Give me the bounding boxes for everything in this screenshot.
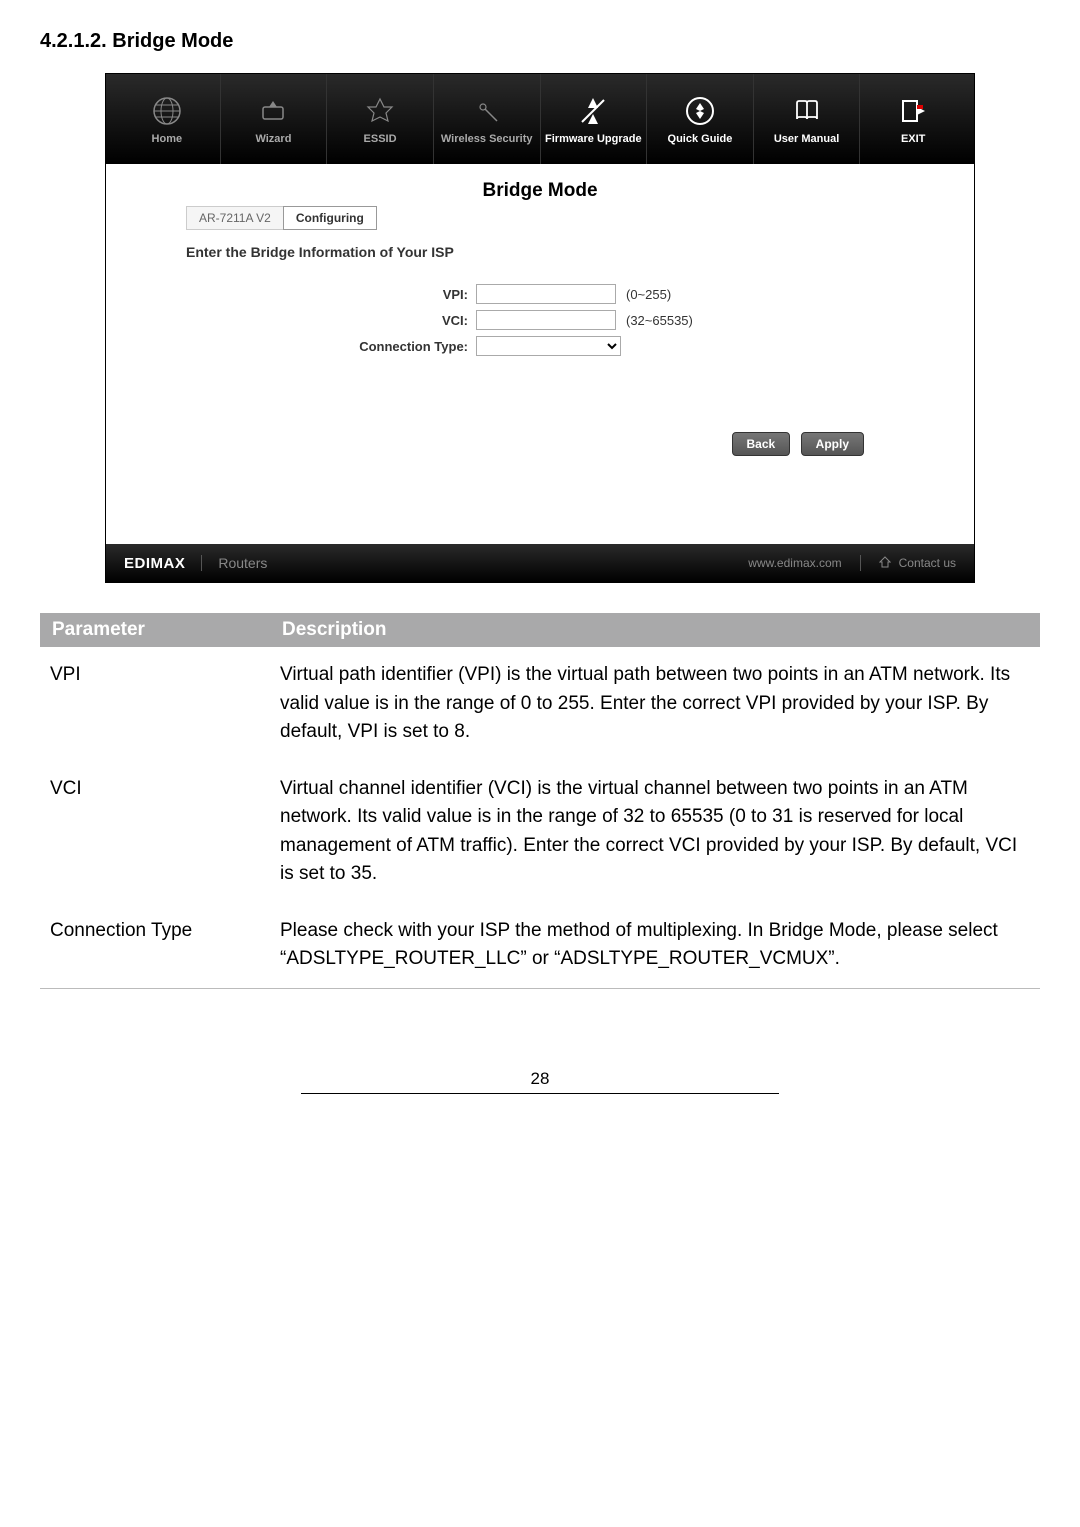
table-row: VPI Virtual path identifier (VPI) is the… bbox=[40, 647, 1040, 761]
back-button[interactable]: Back bbox=[732, 432, 791, 456]
nav-label: Quick Guide bbox=[668, 133, 733, 145]
parameter-table: Parameter Description VPI Virtual path i… bbox=[40, 613, 1040, 989]
table-header-row: Parameter Description bbox=[40, 613, 1040, 647]
nav-wireless-security[interactable]: Wireless Security bbox=[434, 74, 541, 164]
antenna-icon bbox=[469, 93, 505, 129]
firmware-icon bbox=[575, 93, 611, 129]
param-desc: Virtual path identifier (VPI) is the vir… bbox=[270, 647, 1040, 761]
nav-wizard[interactable]: Wizard bbox=[221, 74, 328, 164]
conn-label: Connection Type: bbox=[106, 339, 476, 354]
param-name: VCI bbox=[40, 761, 270, 903]
footer-brand: EDIMAX Routers bbox=[124, 555, 267, 572]
section-heading: 4.2.1.2. Bridge Mode bbox=[40, 30, 1040, 53]
router-config-panel: Home Wizard ESSID Wireless Security bbox=[105, 73, 975, 583]
vci-input[interactable] bbox=[476, 310, 616, 330]
vpi-hint: (0~255) bbox=[616, 287, 671, 302]
nav-label: Home bbox=[152, 133, 183, 145]
nav-essid[interactable]: ESSID bbox=[327, 74, 434, 164]
nav-label: Wizard bbox=[255, 133, 291, 145]
table-row: VCI Virtual channel identifier (VCI) is … bbox=[40, 761, 1040, 903]
nav-label: ESSID bbox=[364, 133, 397, 145]
nav-firmware-upgrade[interactable]: Firmware Upgrade bbox=[541, 74, 648, 164]
param-desc: Virtual channel identifier (VCI) is the … bbox=[270, 761, 1040, 903]
vpi-input[interactable] bbox=[476, 284, 616, 304]
footer-bar: EDIMAX Routers www.edimax.com Contact us bbox=[106, 544, 974, 582]
globe-icon bbox=[149, 93, 185, 129]
content-area: Bridge Mode AR-7211A V2 Configuring Ente… bbox=[106, 164, 974, 544]
manual-icon bbox=[789, 93, 825, 129]
tab-configuring[interactable]: Configuring bbox=[283, 206, 377, 230]
page-footer: 28 bbox=[40, 989, 1040, 1114]
vci-hint: (32~65535) bbox=[616, 313, 693, 328]
essid-icon bbox=[362, 93, 398, 129]
home-icon bbox=[879, 556, 891, 571]
footer-url[interactable]: www.edimax.com bbox=[748, 556, 841, 570]
connection-type-select[interactable] bbox=[476, 336, 621, 356]
tab-model[interactable]: AR-7211A V2 bbox=[186, 206, 284, 230]
nav-label: EXIT bbox=[901, 133, 925, 145]
page-number: 28 bbox=[301, 1069, 780, 1094]
table-row: Connection Type Please check with your I… bbox=[40, 903, 1040, 989]
brand-name: EDIMAX bbox=[124, 555, 185, 572]
vci-label: VCI: bbox=[106, 313, 476, 328]
nav-label: Firmware Upgrade bbox=[545, 133, 642, 145]
separator bbox=[201, 555, 202, 571]
isp-heading: Enter the Bridge Information of Your ISP bbox=[106, 244, 974, 260]
exit-icon bbox=[895, 93, 931, 129]
tab-row: AR-7211A V2 Configuring bbox=[106, 206, 974, 230]
nav-quick-guide[interactable]: Quick Guide bbox=[647, 74, 754, 164]
nav-home[interactable]: Home bbox=[114, 74, 221, 164]
nav-bar: Home Wizard ESSID Wireless Security bbox=[106, 74, 974, 164]
nav-label: Wireless Security bbox=[441, 133, 533, 145]
nav-exit[interactable]: EXIT bbox=[860, 74, 966, 164]
brand-sub: Routers bbox=[218, 555, 267, 571]
nav-user-manual[interactable]: User Manual bbox=[754, 74, 861, 164]
form-row-vpi: VPI: (0~255) bbox=[106, 284, 974, 304]
vpi-label: VPI: bbox=[106, 287, 476, 302]
wizard-icon bbox=[255, 93, 291, 129]
form-row-conn: Connection Type: bbox=[106, 336, 974, 356]
footer-right: www.edimax.com Contact us bbox=[748, 555, 956, 571]
header-parameter: Parameter bbox=[40, 613, 270, 647]
apply-button[interactable]: Apply bbox=[801, 432, 864, 456]
nav-label: User Manual bbox=[774, 133, 839, 145]
param-name: Connection Type bbox=[40, 903, 270, 989]
header-description: Description bbox=[270, 613, 1040, 647]
guide-icon bbox=[682, 93, 718, 129]
contact-link[interactable]: Contact us bbox=[899, 556, 956, 570]
separator bbox=[860, 555, 861, 571]
param-name: VPI bbox=[40, 647, 270, 761]
page-title: Bridge Mode bbox=[106, 180, 974, 202]
param-desc: Please check with your ISP the method of… bbox=[270, 903, 1040, 989]
form-row-vci: VCI: (32~65535) bbox=[106, 310, 974, 330]
button-row: Back Apply bbox=[106, 362, 974, 456]
